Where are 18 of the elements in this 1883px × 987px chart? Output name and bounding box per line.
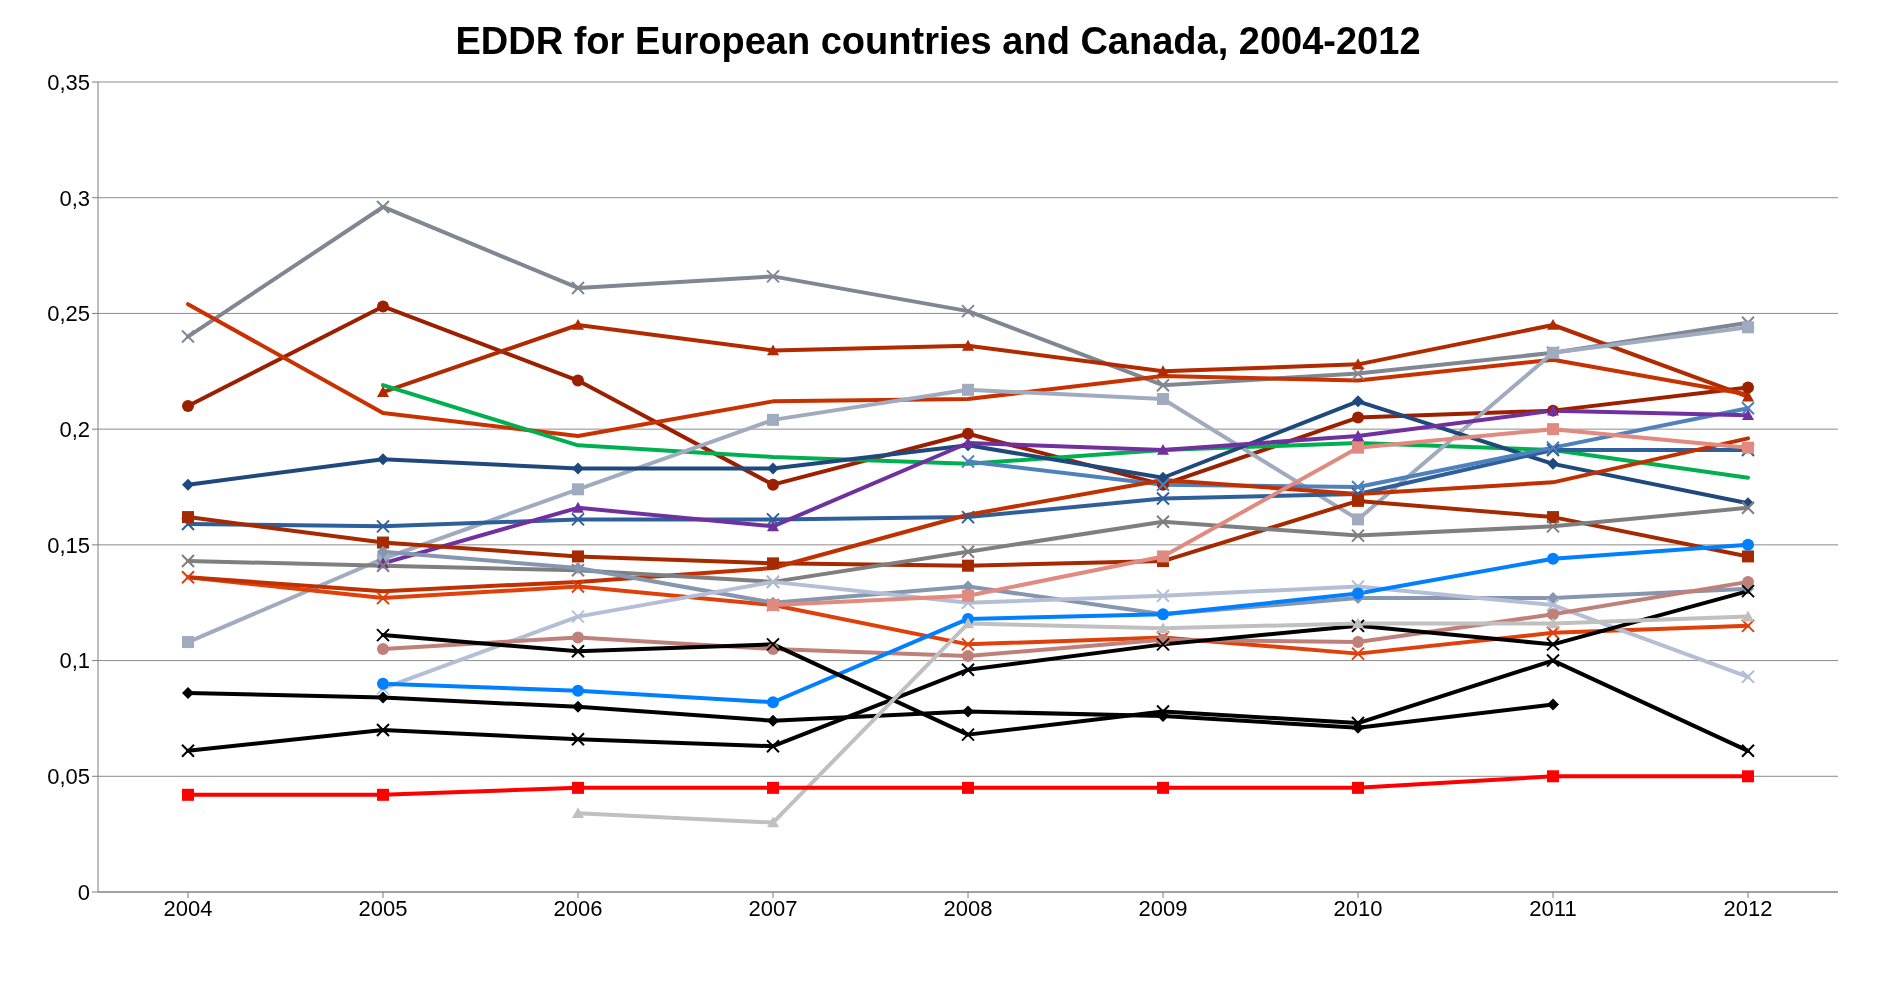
- y-tick-label: 0,05: [47, 764, 90, 790]
- x-tick-label: 2006: [553, 895, 603, 921]
- y-tick-label: 0,2: [59, 416, 90, 442]
- y-tick-label: 0,35: [47, 69, 90, 95]
- y-tick-label: 0: [77, 879, 90, 905]
- y-tick-label: 0,1: [59, 648, 90, 674]
- x-tick-label: 2010: [1333, 895, 1383, 921]
- x-tick-label: 2012: [1723, 895, 1773, 921]
- y-tick-label: 0,25: [47, 301, 90, 327]
- x-tick-label: 2008: [943, 895, 993, 921]
- x-tick-label: 2011: [1529, 895, 1577, 921]
- x-tick-label: 2004: [163, 895, 213, 921]
- x-tick-label: 2009: [1138, 895, 1188, 921]
- x-tick-label: 2005: [358, 895, 408, 921]
- chart-title: EDDR for European countries and Canada, 2004-2012: [454, 19, 1422, 64]
- y-tick-label: 0,3: [59, 185, 90, 211]
- x-tick-label: 2007: [748, 895, 798, 921]
- y-tick-label: 0,15: [47, 532, 90, 558]
